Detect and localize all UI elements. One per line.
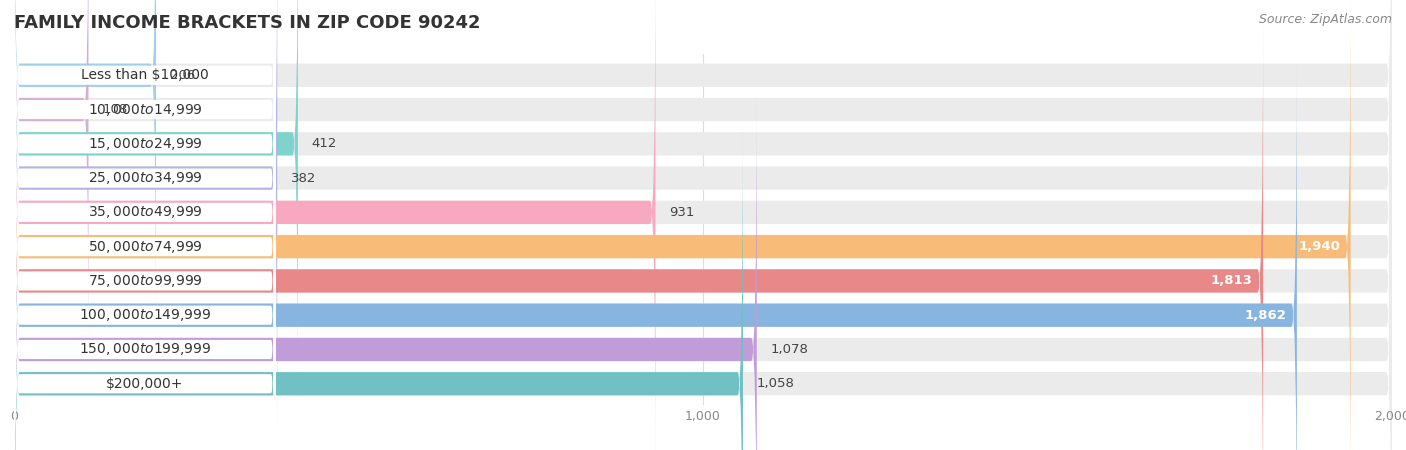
FancyBboxPatch shape [14,85,276,450]
FancyBboxPatch shape [14,87,1392,450]
Text: $35,000 to $49,999: $35,000 to $49,999 [87,204,202,220]
Text: Source: ZipAtlas.com: Source: ZipAtlas.com [1258,14,1392,27]
FancyBboxPatch shape [14,16,276,450]
Text: 1,078: 1,078 [770,343,808,356]
FancyBboxPatch shape [14,0,1392,372]
FancyBboxPatch shape [14,0,276,409]
Text: 108: 108 [103,103,128,116]
FancyBboxPatch shape [14,0,156,338]
Text: $150,000 to $199,999: $150,000 to $199,999 [79,342,211,357]
FancyBboxPatch shape [14,0,1392,450]
FancyBboxPatch shape [14,0,1392,441]
FancyBboxPatch shape [14,18,1263,450]
FancyBboxPatch shape [14,53,1296,450]
FancyBboxPatch shape [14,121,742,450]
FancyBboxPatch shape [14,0,276,306]
Text: 1,940: 1,940 [1298,240,1340,253]
Text: $25,000 to $34,999: $25,000 to $34,999 [87,170,202,186]
FancyBboxPatch shape [14,53,1392,450]
FancyBboxPatch shape [14,0,1392,450]
Text: 1,058: 1,058 [756,377,794,390]
Text: FAMILY INCOME BRACKETS IN ZIP CODE 90242: FAMILY INCOME BRACKETS IN ZIP CODE 90242 [14,14,481,32]
FancyBboxPatch shape [14,0,1392,338]
FancyBboxPatch shape [14,0,655,450]
FancyBboxPatch shape [14,0,1392,406]
FancyBboxPatch shape [14,0,298,406]
FancyBboxPatch shape [14,0,89,372]
Text: 1,862: 1,862 [1244,309,1286,322]
FancyBboxPatch shape [14,0,277,441]
FancyBboxPatch shape [14,0,276,340]
Text: $200,000+: $200,000+ [107,377,184,391]
FancyBboxPatch shape [14,18,1392,450]
FancyBboxPatch shape [14,50,276,450]
Text: 206: 206 [170,69,195,82]
Text: $100,000 to $149,999: $100,000 to $149,999 [79,307,211,323]
Text: Less than $10,000: Less than $10,000 [82,68,209,82]
Text: $50,000 to $74,999: $50,000 to $74,999 [87,238,202,255]
Text: $75,000 to $99,999: $75,000 to $99,999 [87,273,202,289]
FancyBboxPatch shape [14,0,276,443]
FancyBboxPatch shape [14,87,756,450]
FancyBboxPatch shape [14,119,276,450]
FancyBboxPatch shape [14,0,1351,450]
Text: $10,000 to $14,999: $10,000 to $14,999 [87,102,202,117]
Text: 1,813: 1,813 [1211,274,1253,288]
FancyBboxPatch shape [14,121,1392,450]
FancyBboxPatch shape [14,153,276,450]
Text: 931: 931 [669,206,695,219]
Text: 382: 382 [291,171,316,184]
Text: 412: 412 [312,137,337,150]
FancyBboxPatch shape [14,0,276,374]
Text: $15,000 to $24,999: $15,000 to $24,999 [87,136,202,152]
